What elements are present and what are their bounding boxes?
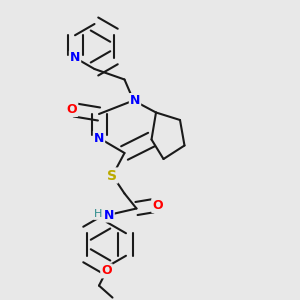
Text: O: O	[67, 103, 77, 116]
Text: O: O	[152, 199, 163, 212]
Text: N: N	[130, 94, 140, 107]
Text: N: N	[94, 131, 104, 145]
Text: H: H	[94, 209, 102, 219]
Text: S: S	[107, 169, 118, 182]
Text: N: N	[103, 208, 114, 222]
Text: N: N	[70, 51, 80, 64]
Text: O: O	[101, 264, 112, 278]
